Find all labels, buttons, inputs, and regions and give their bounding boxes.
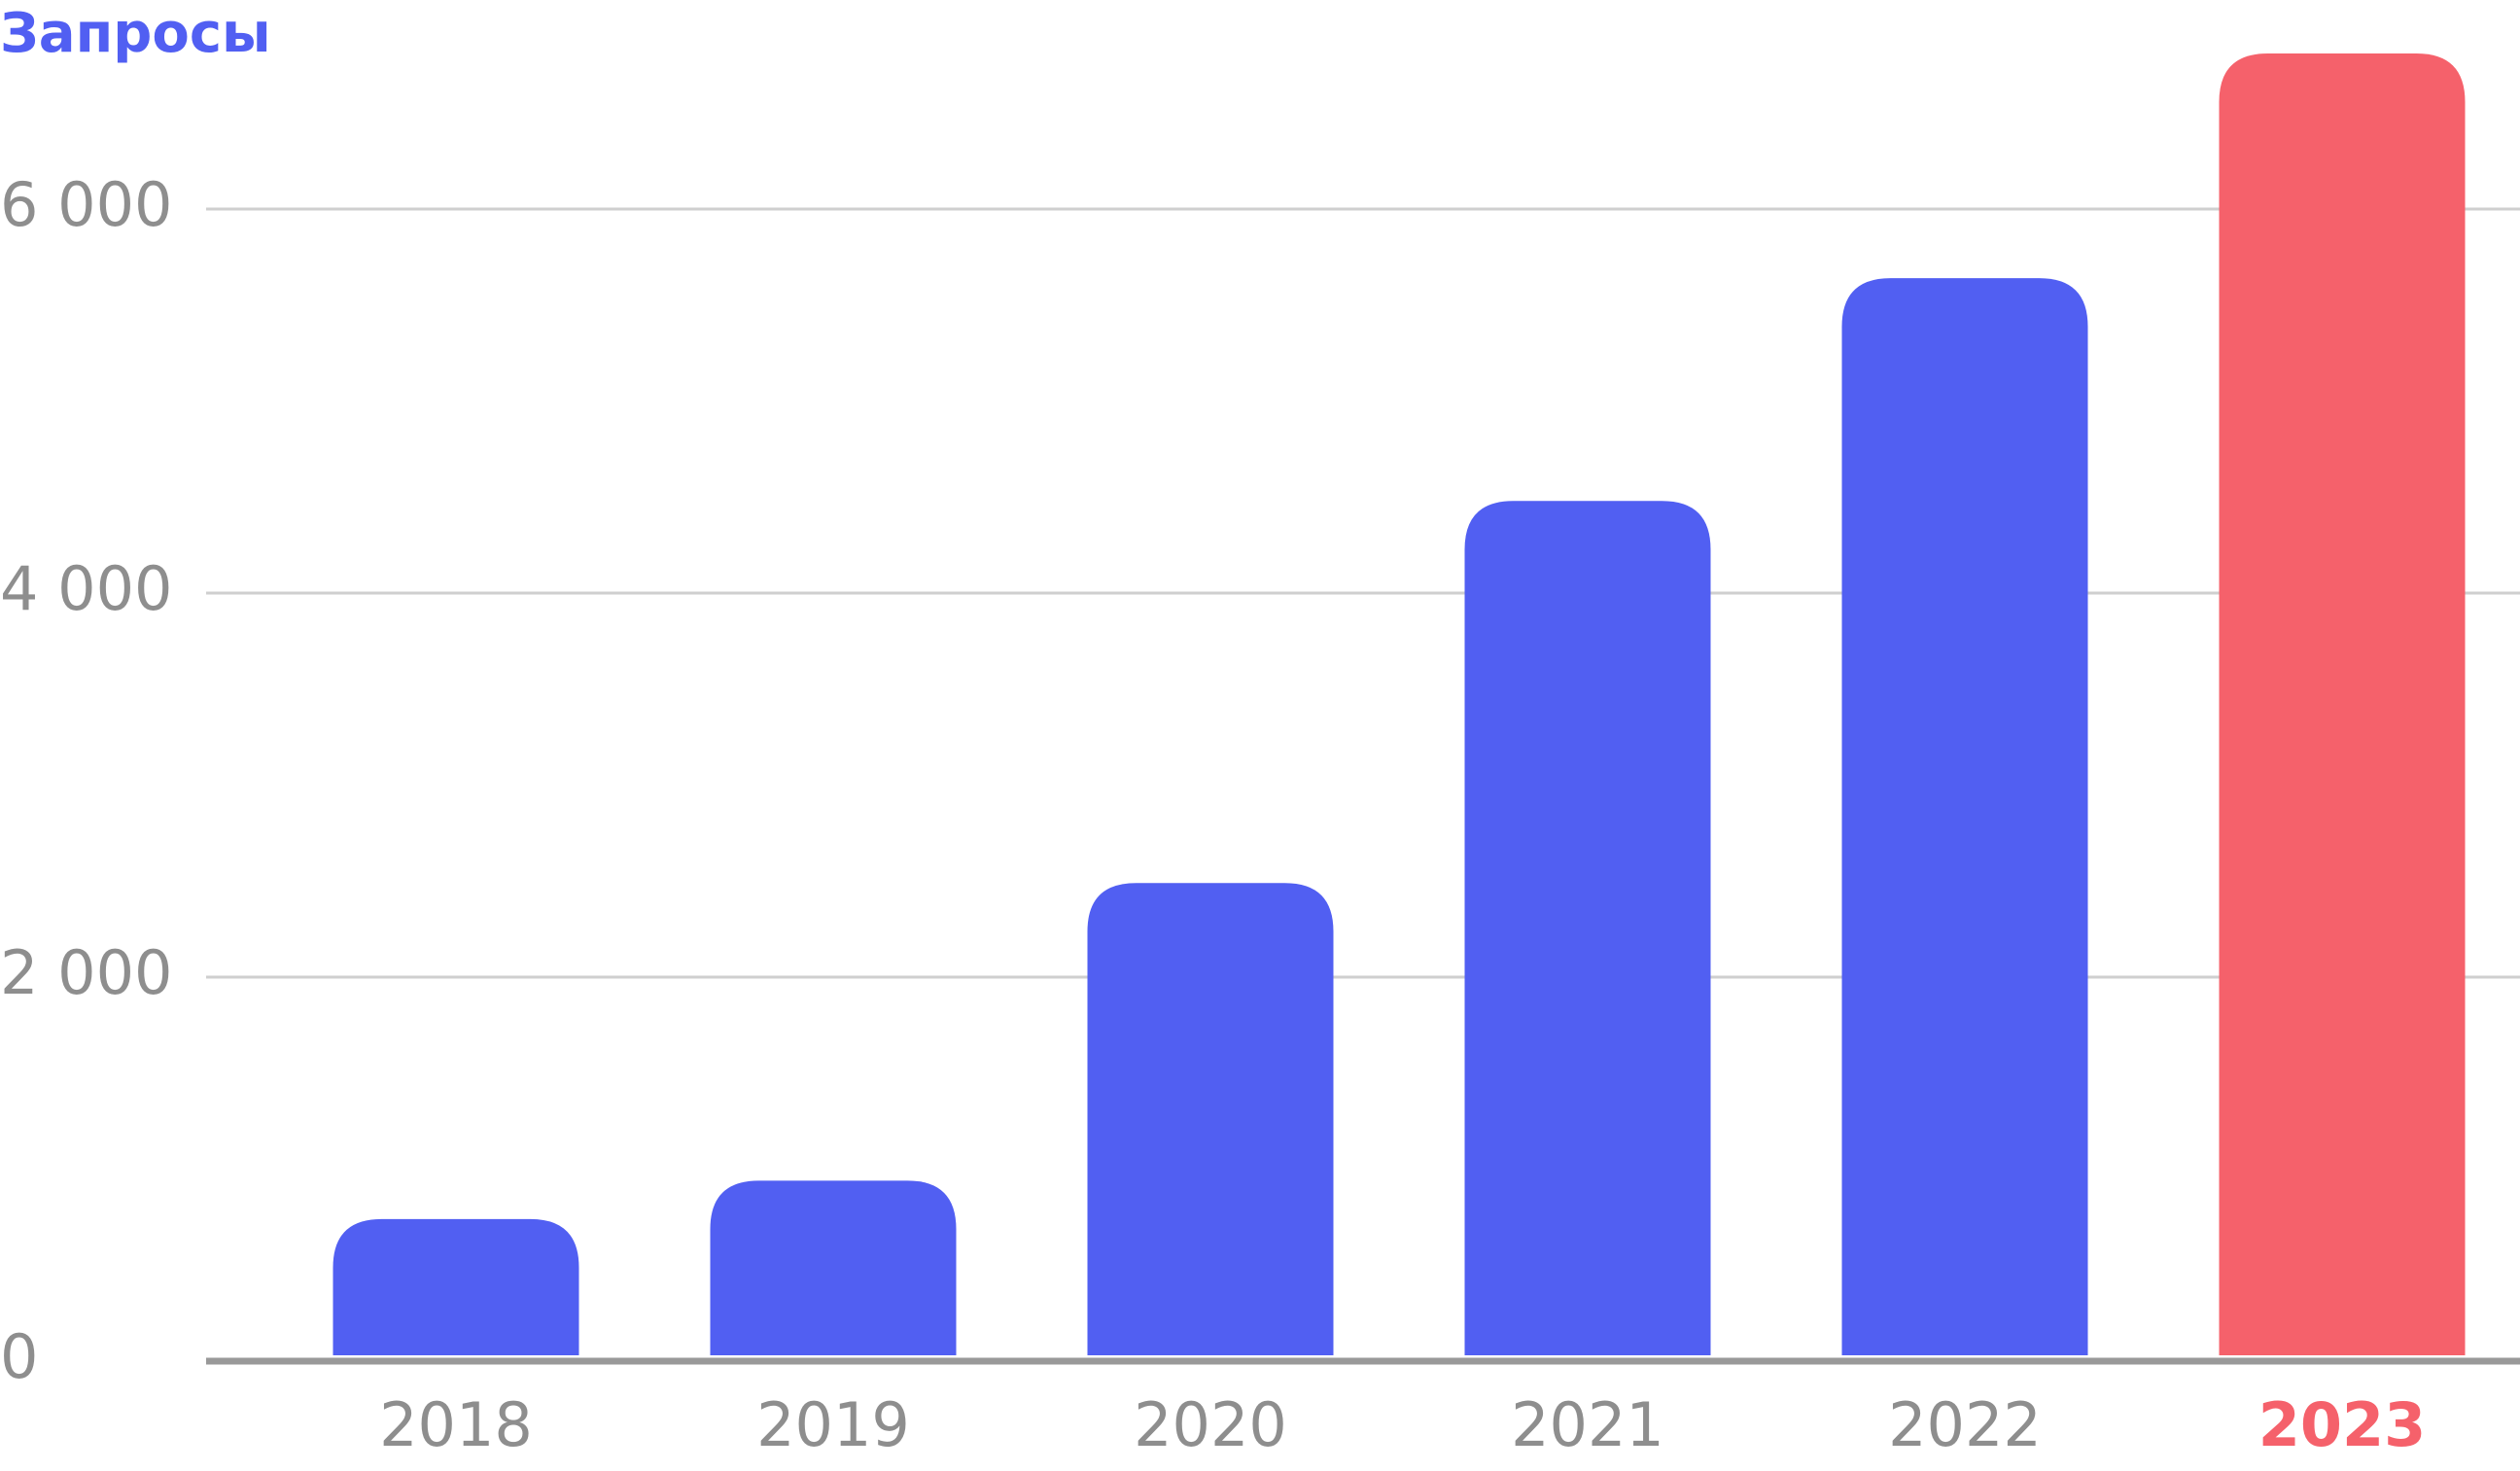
x-tick-label: 2021 xyxy=(1511,1389,1664,1460)
bar xyxy=(332,1218,579,1355)
y-tick-label: 4 000 xyxy=(0,553,173,624)
bar xyxy=(1087,883,1334,1355)
y-tick-label: 2 000 xyxy=(0,937,173,1008)
y-tick-label: 0 xyxy=(0,1321,38,1392)
bar xyxy=(710,1180,957,1355)
chart-title: Запросы xyxy=(0,2,271,65)
x-tick-label: 2023 xyxy=(2258,1389,2427,1460)
bar xyxy=(2219,53,2466,1355)
x-tick-label: 2018 xyxy=(379,1389,533,1460)
x-tick-label: 2022 xyxy=(1888,1389,2042,1460)
x-tick-label: 2019 xyxy=(756,1389,910,1460)
x-tick-label: 2020 xyxy=(1134,1389,1287,1460)
y-tick-label: 6 000 xyxy=(0,169,173,240)
bar xyxy=(1841,278,2088,1356)
bar xyxy=(1464,501,1711,1355)
